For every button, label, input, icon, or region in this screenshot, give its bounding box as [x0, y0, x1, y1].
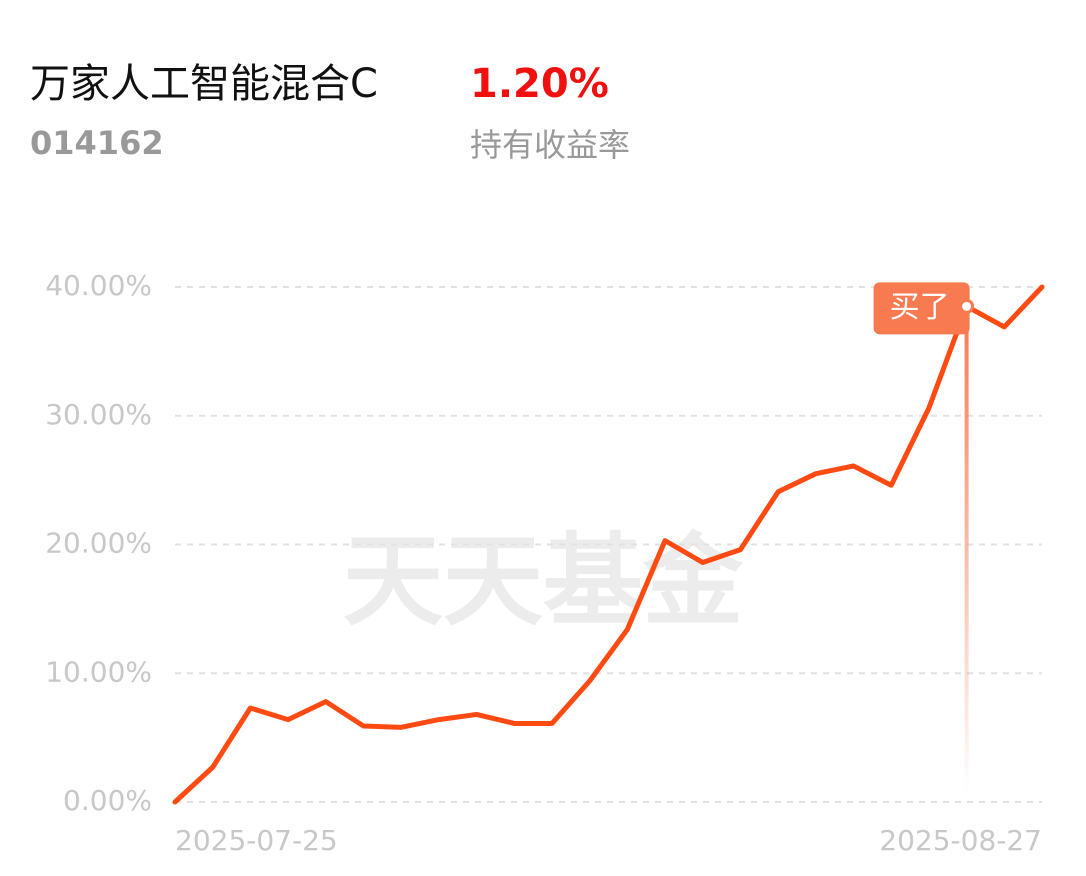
watermark: 天天基金	[343, 522, 744, 639]
y-tick-label: 0.00%	[63, 784, 152, 817]
buy-tag-text: 买了	[890, 290, 950, 325]
x-tick-label: 2025-08-27	[879, 824, 1042, 857]
fund-name: 万家人工智能混合C	[30, 61, 378, 107]
return-label: 持有收益率	[470, 126, 630, 164]
fund-code: 014162	[30, 124, 164, 162]
buy-tag	[873, 282, 970, 335]
y-tick-label: 30.00%	[45, 398, 152, 431]
y-tick-label: 40.00%	[45, 269, 152, 302]
buy-point	[959, 298, 975, 314]
buy-drop-line	[964, 306, 969, 795]
x-tick-label: 2025-07-25	[175, 824, 338, 857]
y-tick-label: 20.00%	[45, 527, 152, 560]
y-tick-label: 10.00%	[45, 655, 152, 688]
fund-return: 1.20%	[470, 61, 609, 107]
line	[172, 284, 1045, 805]
